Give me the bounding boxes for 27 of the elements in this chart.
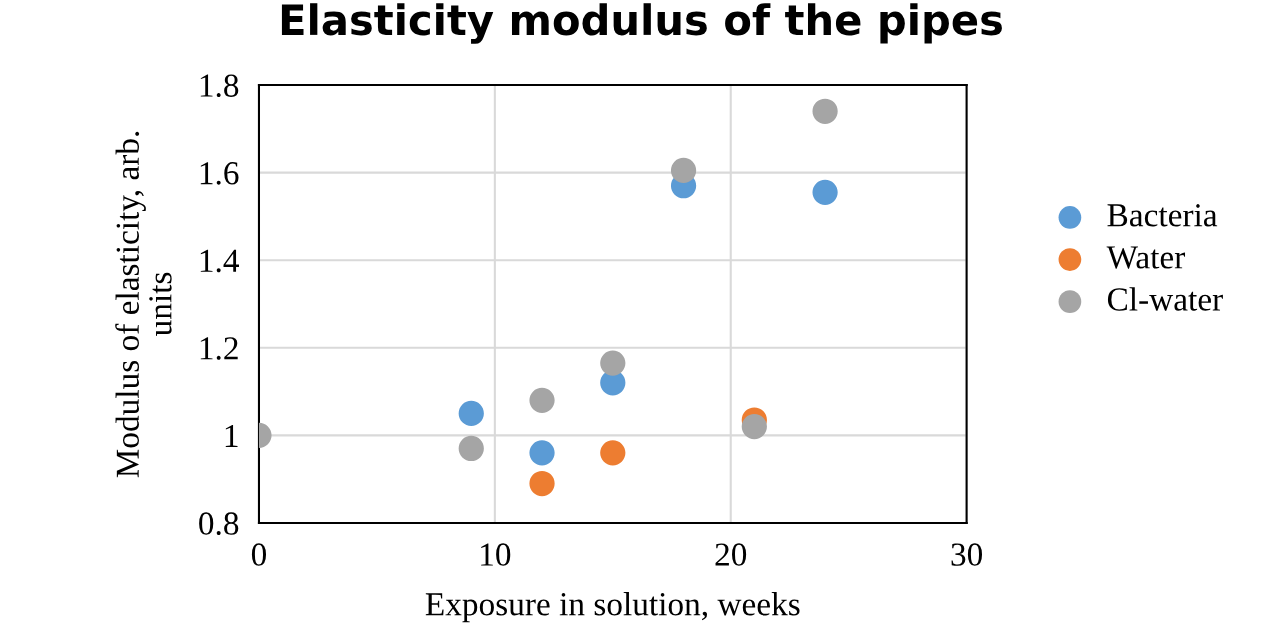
x-tick-label: 10 — [481, 543, 511, 566]
y-axis-title: Modulus of elasticity, arb. units — [115, 131, 172, 478]
y-tick-label: 1.6 — [200, 162, 239, 185]
point — [741, 413, 767, 440]
point — [529, 470, 555, 497]
point — [600, 350, 626, 376]
point — [529, 387, 555, 413]
point — [812, 179, 838, 205]
y-tick-label: 1.4 — [200, 249, 239, 273]
y-tick-label: 1 — [225, 424, 238, 447]
point — [600, 440, 626, 466]
point — [458, 435, 484, 462]
x-tick-label: 20 — [715, 543, 747, 566]
point — [670, 157, 697, 184]
point — [529, 440, 555, 466]
legend-label: Bacteria — [1107, 204, 1218, 227]
x-tick-label: 0 — [251, 543, 267, 566]
x-tick-label: 30 — [951, 543, 983, 566]
point — [458, 400, 484, 427]
chart-title: Elasticity modulus of the pipes — [281, 3, 1002, 44]
y-tick-label: 0.8 — [199, 512, 239, 535]
y-tick-label: 1.2 — [200, 337, 238, 360]
point — [812, 98, 838, 124]
x-axis-title: Exposure in solution, weeks — [425, 592, 800, 623]
legend-label: Cl-water — [1107, 287, 1223, 311]
y-tick-label: 1.8 — [200, 74, 239, 98]
legend-label: Water — [1106, 246, 1186, 269]
